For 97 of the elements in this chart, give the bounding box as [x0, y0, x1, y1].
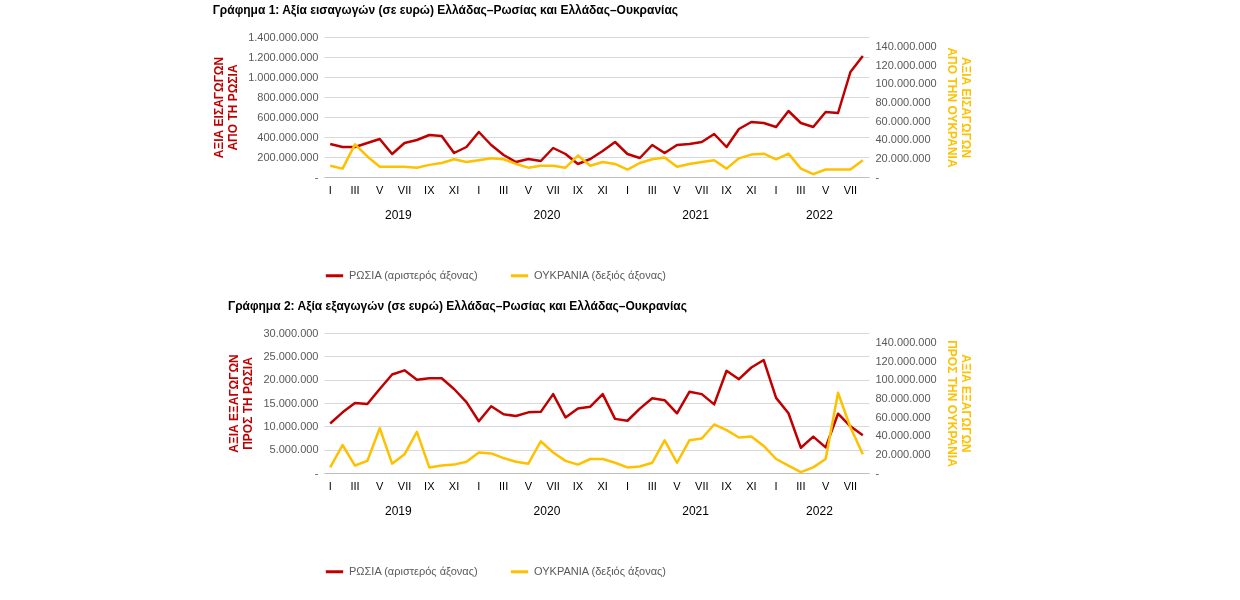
- legend-label: ΡΩΣΙΑ (αριστερός άξονας): [349, 564, 478, 577]
- y-tick-label: 5.000.000: [269, 443, 319, 456]
- text: 2020: [533, 208, 561, 222]
- x-tick-label: V: [673, 184, 682, 196]
- y2-tick-label: 40.000.000: [875, 429, 931, 442]
- y-tick-label: 1.200.000.000: [248, 50, 319, 63]
- x-tick-label: XI: [746, 480, 757, 492]
- x-tick-label: IX: [572, 480, 584, 492]
- y-tick-label: -: [314, 466, 319, 479]
- x-tick-label: XI: [448, 184, 460, 196]
- y-tick-label: 25.000.000: [263, 349, 319, 362]
- legend-label: ΟΥΚΡΑΝΙΑ (δεξιός άξονας): [534, 268, 666, 281]
- x-tick-label: III: [647, 480, 657, 492]
- y-tick-label: 200.000.000: [257, 150, 319, 163]
- y2-tick-label: 140.000.000: [875, 39, 937, 52]
- x-tick-label: III: [647, 184, 657, 196]
- x-tick-label: V: [524, 184, 533, 196]
- x-tick-label: VII: [695, 184, 709, 196]
- x-tick-label: III: [499, 184, 509, 196]
- x-tick-label: IX: [721, 480, 733, 492]
- x-tick-label: VII: [843, 184, 858, 196]
- x-tick-label: VII: [397, 184, 412, 196]
- text: 2022: [806, 504, 834, 518]
- x-tick-label: I: [477, 184, 481, 196]
- x-tick-label: VII: [546, 184, 560, 196]
- text: 2021: [682, 208, 710, 222]
- y2-tick-label: 100.000.000: [875, 373, 937, 386]
- x-tick-label: IX: [424, 184, 436, 196]
- y-tick-label: 800.000.000: [257, 90, 319, 103]
- y2-tick-label: -: [875, 170, 880, 183]
- x-tick-label: I: [625, 184, 629, 196]
- text: 2021: [682, 504, 710, 518]
- y-tick-label: 1.400.000.000: [248, 30, 319, 43]
- x-tick-label: IX: [721, 184, 733, 196]
- y2-tick-label: 100.000.000: [875, 77, 937, 90]
- x-tick-label: V: [821, 480, 830, 492]
- y-tick-label: -: [314, 170, 319, 183]
- y2-tick-label: 120.000.000: [875, 354, 937, 367]
- x-tick-label: XI: [597, 480, 608, 492]
- x-tick-label: IX: [424, 480, 436, 492]
- chart-title: Γράφημα 1: Αξία εισαγωγών (σε ευρώ) Ελλάδας–Ρωσίας και Ελλάδας–Ουκρανίας: [212, 3, 679, 17]
- x-tick-label: I: [328, 184, 332, 196]
- y2-tick-label: 20.000.000: [875, 151, 931, 164]
- y2-tick-label: 60.000.000: [875, 114, 931, 127]
- y-tick-label: 30.000.000: [263, 326, 319, 339]
- y2-tick-label: 80.000.000: [875, 95, 931, 108]
- y2-tick-label: 80.000.000: [875, 391, 931, 404]
- x-tick-label: V: [524, 480, 533, 492]
- x-tick-label: I: [774, 184, 778, 196]
- y2-tick-label: 40.000.000: [875, 133, 931, 146]
- x-tick-label: IX: [572, 184, 584, 196]
- line-series: [328, 358, 865, 450]
- y-tick-label: 15.000.000: [263, 396, 319, 409]
- y2-tick-label: 120.000.000: [875, 58, 937, 71]
- x-tick-label: I: [625, 480, 629, 492]
- y2-tick-label: 140.000.000: [875, 335, 937, 348]
- legend-label: ΟΥΚΡΑΝΙΑ (δεξιός άξονας): [534, 564, 666, 577]
- x-tick-label: III: [796, 480, 806, 492]
- x-tick-label: XI: [746, 184, 757, 196]
- chart-title: Γράφημα 2: Αξία εξαγωγών (σε ευρώ) Ελλάδας–Ρωσίας και Ελλάδας–Ουκρανίας: [227, 299, 687, 313]
- y2-axis-title: ΑΞΙΑ ΕΞΑΓΩΓΩΝ ΠΡΟΣ ΤΗΝ ΟΥΚΡΑΝΙΑ: [944, 340, 973, 468]
- y2-tick-label: 60.000.000: [875, 410, 931, 423]
- y-tick-label: 600.000.000: [257, 110, 319, 123]
- y-axis-title: ΑΞΙΑ ΕΞΑΓΩΓΩΝ ΠΡΟΣ ΤΗ ΡΩΣΙΑ: [227, 354, 256, 453]
- line-series: [328, 391, 865, 474]
- x-tick-label: III: [350, 184, 360, 196]
- x-tick-label: I: [477, 480, 481, 492]
- y2-tick-label: 20.000.000: [875, 447, 931, 460]
- text: 2019: [384, 208, 412, 222]
- x-tick-label: VII: [546, 480, 560, 492]
- y-axis-title: ΑΞΙΑ ΕΙΣΑΓΩΓΩΝ ΑΠΟ ΤΗ ΡΩΣΙΑ: [212, 56, 241, 159]
- x-tick-label: III: [499, 480, 509, 492]
- x-tick-label: XI: [597, 184, 608, 196]
- text: 2022: [806, 208, 834, 222]
- y2-axis-title: ΑΞΙΑ ΕΙΣΑΓΩΓΩΝ ΑΠΟ ΤΗΝ ΟΥΚΡΑΝΙΑ: [944, 47, 973, 168]
- legend-label: ΡΩΣΙΑ (αριστερός άξονας): [349, 268, 478, 281]
- line-series: [328, 143, 865, 176]
- x-tick-label: I: [328, 480, 332, 492]
- x-tick-label: V: [376, 480, 385, 492]
- y-tick-label: 10.000.000: [263, 419, 319, 432]
- y2-tick-label: -: [875, 466, 880, 479]
- x-tick-label: V: [673, 480, 682, 492]
- line-series: [328, 54, 865, 166]
- x-tick-label: III: [350, 480, 360, 492]
- x-tick-label: VII: [397, 480, 412, 492]
- x-tick-label: I: [774, 480, 778, 492]
- x-tick-label: XI: [448, 480, 460, 492]
- text: 2019: [384, 504, 412, 518]
- y-tick-label: 1.000.000.000: [248, 70, 319, 83]
- y-tick-label: 400.000.000: [257, 130, 319, 143]
- x-tick-label: III: [796, 184, 806, 196]
- y-tick-label: 20.000.000: [263, 373, 319, 386]
- x-tick-label: V: [821, 184, 830, 196]
- x-tick-label: VII: [695, 480, 709, 492]
- text: 2020: [533, 504, 561, 518]
- x-tick-label: VII: [843, 480, 858, 492]
- x-tick-label: V: [376, 184, 385, 196]
